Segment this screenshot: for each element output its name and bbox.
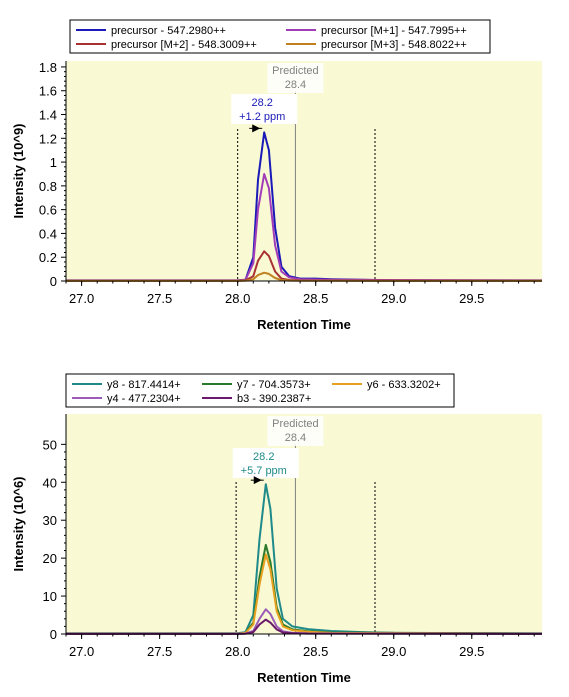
plot-area: [66, 414, 542, 634]
x-axis-label: Retention Time: [257, 317, 351, 332]
y-tick-label: 0.2: [39, 250, 57, 265]
y-tick-label: 50: [43, 437, 57, 452]
y-tick-label: 10: [43, 589, 57, 604]
y-tick-label: 1.4: [39, 108, 57, 123]
legend-entry-label: precursor [M+2] - 548.3009++: [111, 39, 257, 51]
x-tick-label: 29.0: [381, 291, 406, 306]
peak-arrow-head: [253, 476, 262, 485]
peak-label-bg: [231, 94, 298, 124]
y-tick-label: 0.8: [39, 179, 57, 194]
y-tick-label: 0.6: [39, 203, 57, 218]
x-tick-label: 28.0: [225, 644, 250, 659]
x-tick-label: 28.5: [303, 644, 328, 659]
predicted-label: Predicted: [272, 65, 318, 77]
peak-ppm-label: +1.2 ppm: [239, 111, 285, 123]
chart-bottom-svg: Predicted 28.4 28.2 +5.7 ppm 0 10 20 30 40 50 27.0…: [11, 373, 543, 685]
y-tick-label: 1: [50, 155, 57, 170]
peak-arrow-head: [252, 124, 261, 133]
x-tick-label: 27.5: [147, 644, 172, 659]
y-tick-label: 20: [43, 551, 57, 566]
predicted-label: Predicted: [272, 418, 318, 430]
y-tick-label: 0.4: [39, 226, 57, 241]
chart-top-svg: Predicted 28.4 28.2 +1.2 ppm 0 0.2 0.4 0.6 0.8 1 1…: [11, 19, 543, 332]
y-tick-label: 30: [43, 513, 57, 528]
y-tick-label: 40: [43, 475, 57, 490]
y-tick-label: 1.6: [39, 84, 57, 99]
legend-entry-label: precursor - 547.2980++: [111, 25, 226, 37]
legend-entry-label: b3 - 390.2387+: [237, 393, 311, 405]
x-tick-label: 29.5: [459, 644, 484, 659]
predicted-value-label: 28.4: [285, 79, 306, 91]
peak-label-bg: [232, 448, 299, 478]
legend-box: [65, 373, 455, 408]
y-tick-label: 0: [50, 627, 57, 642]
legend-entry-label: precursor [M+1] - 547.7995++: [321, 25, 467, 37]
peak-rt-label: 28.2: [251, 97, 272, 109]
peak-ppm-label: +5.7 ppm: [241, 465, 287, 477]
peak-rt-label: 28.2: [253, 451, 274, 463]
x-tick-label: 28.0: [225, 291, 250, 306]
legend-entry-label: y6 - 633.3202+: [367, 379, 441, 391]
x-axis-label: Retention Time: [257, 670, 351, 685]
y-tick-label: 1.2: [39, 131, 57, 146]
legend-box: [69, 19, 491, 54]
chart-bottom: Predicted 28.4 28.2 +5.7 ppm 0 10 20 30 40 50 27.0…: [0, 352, 569, 697]
x-tick-label: 27.0: [69, 644, 94, 659]
x-tick-label: 27.5: [147, 291, 172, 306]
x-tick-label: 27.0: [69, 291, 94, 306]
predicted-label-bg: [267, 63, 324, 93]
chart-top: Predicted 28.4 28.2 +1.2 ppm 0 0.2 0.4 0.6 0.8 1 1…: [0, 0, 569, 345]
legend-entry-label: precursor [M+3] - 548.8022++: [321, 39, 467, 51]
legend-entry-label: y8 - 817.4414+: [107, 379, 181, 391]
legend-entry-label: y4 - 477.2304+: [107, 393, 181, 405]
predicted-label-bg: [267, 416, 324, 446]
y-tick-label: 0: [50, 274, 57, 289]
y-axis-label: Intensity (10^9): [11, 123, 26, 218]
x-tick-label: 29.0: [381, 644, 406, 659]
y-axis-label: Intensity (10^6): [11, 476, 26, 571]
plot-area: [66, 61, 542, 281]
x-tick-label: 28.5: [303, 291, 328, 306]
y-tick-label: 1.8: [39, 60, 57, 75]
x-tick-label: 29.5: [459, 291, 484, 306]
legend-entry-label: y7 - 704.3573+: [237, 379, 311, 391]
predicted-value-label: 28.4: [285, 432, 306, 444]
